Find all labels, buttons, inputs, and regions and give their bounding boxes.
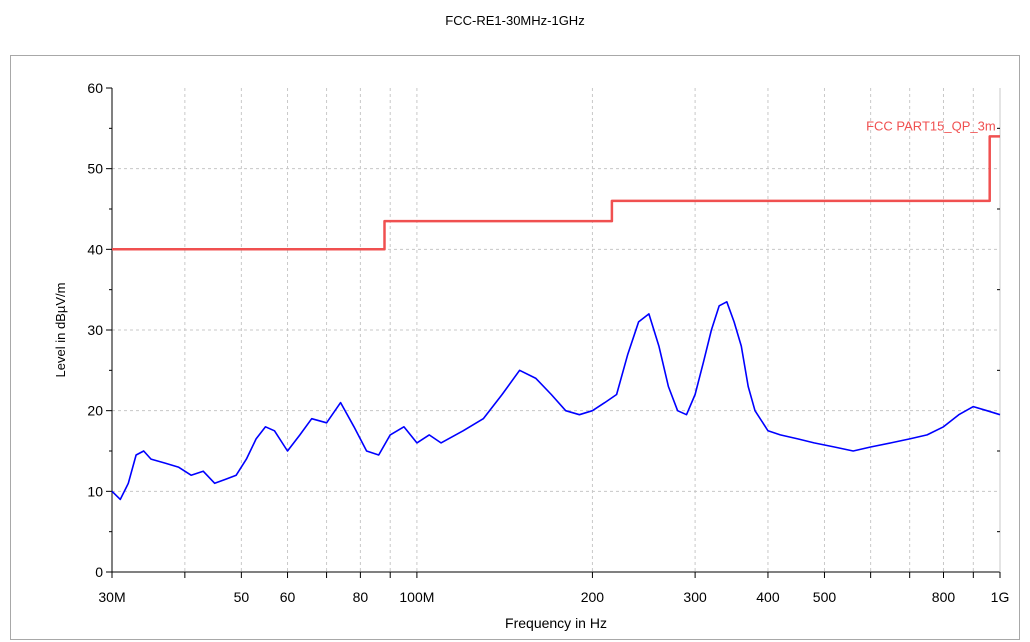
- x-tick-label: 80: [353, 589, 369, 605]
- series-line-0: [112, 136, 1000, 249]
- x-axis-label: Frequency in Hz: [505, 615, 607, 631]
- x-tick-label: 100M: [399, 589, 434, 605]
- y-tick-label: 50: [87, 161, 103, 177]
- y-tick-label: 30: [87, 322, 103, 338]
- y-tick-label: 0: [95, 564, 103, 580]
- annotation-layer: FCC PART15_QP_3m: [866, 118, 996, 133]
- y-tick-label: 10: [87, 483, 103, 499]
- x-tick-label: 60: [280, 589, 296, 605]
- x-tick-label: 30M: [98, 589, 125, 605]
- series-line-1: [112, 302, 1000, 500]
- x-tick-label: 200: [581, 589, 605, 605]
- x-tick-label: 500: [813, 589, 837, 605]
- x-tick-label: 50: [234, 589, 250, 605]
- series-layer: [112, 136, 1000, 499]
- x-tick-label: 400: [756, 589, 780, 605]
- x-tick-label: 300: [683, 589, 707, 605]
- x-tick-label: 800: [932, 589, 956, 605]
- limit-line-label: FCC PART15_QP_3m: [866, 118, 996, 133]
- y-tick-label: 40: [87, 241, 103, 257]
- y-tick-label: 60: [87, 80, 103, 96]
- y-axis-label: Level in dBµV/m: [53, 283, 68, 378]
- x-tick-label: 1G: [991, 589, 1010, 605]
- y-tick-label: 20: [87, 403, 103, 419]
- grid-layer: [112, 88, 1000, 572]
